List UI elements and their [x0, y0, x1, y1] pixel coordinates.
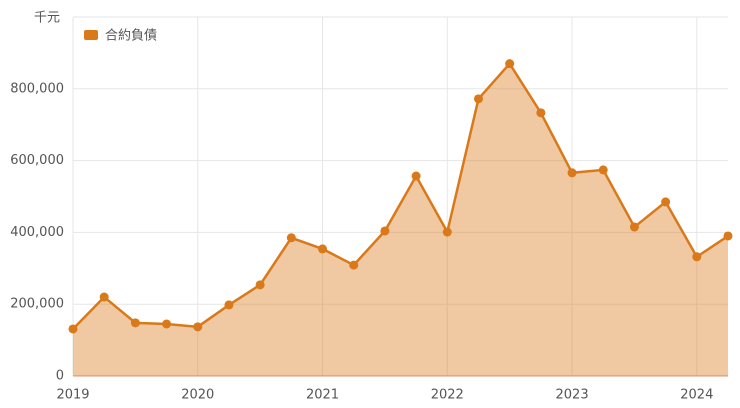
- point: [99, 292, 109, 302]
- y-tick-label: 400,000: [10, 225, 64, 240]
- y-tick-label: 800,000: [10, 81, 64, 96]
- point: [380, 226, 390, 236]
- x-tick-label: 2022: [431, 388, 464, 403]
- x-tick-label: 2023: [556, 388, 589, 403]
- area-fill: [73, 63, 728, 377]
- point: [692, 252, 702, 262]
- x-tick-label: 2019: [56, 388, 89, 403]
- point: [661, 197, 671, 207]
- point: [629, 222, 639, 232]
- point: [505, 59, 515, 69]
- x-tick-label: 2024: [680, 388, 713, 403]
- point: [536, 108, 546, 118]
- line: [72, 61, 729, 330]
- point: [286, 233, 296, 243]
- point: [255, 280, 265, 290]
- y-tick-label: 200,000: [10, 297, 64, 312]
- legend-label: 合約負債: [105, 29, 157, 44]
- y-tick-label: 600,000: [10, 153, 64, 168]
- point: [349, 260, 359, 270]
- point: [442, 227, 452, 237]
- x-tick-label: 2020: [181, 388, 214, 403]
- point: [318, 244, 328, 254]
- x-tick-label: 2021: [306, 388, 339, 403]
- point: [162, 319, 172, 329]
- point: [598, 165, 608, 175]
- legend-swatch: [84, 30, 98, 40]
- point: [723, 231, 733, 241]
- point: [193, 322, 203, 332]
- point: [130, 318, 140, 328]
- point: [68, 324, 78, 334]
- point: [411, 171, 421, 181]
- point: [224, 300, 234, 310]
- point: [567, 168, 577, 178]
- y-tick-label: 0: [56, 369, 64, 384]
- y-unit-label: 千元: [34, 11, 60, 26]
- point: [473, 94, 483, 104]
